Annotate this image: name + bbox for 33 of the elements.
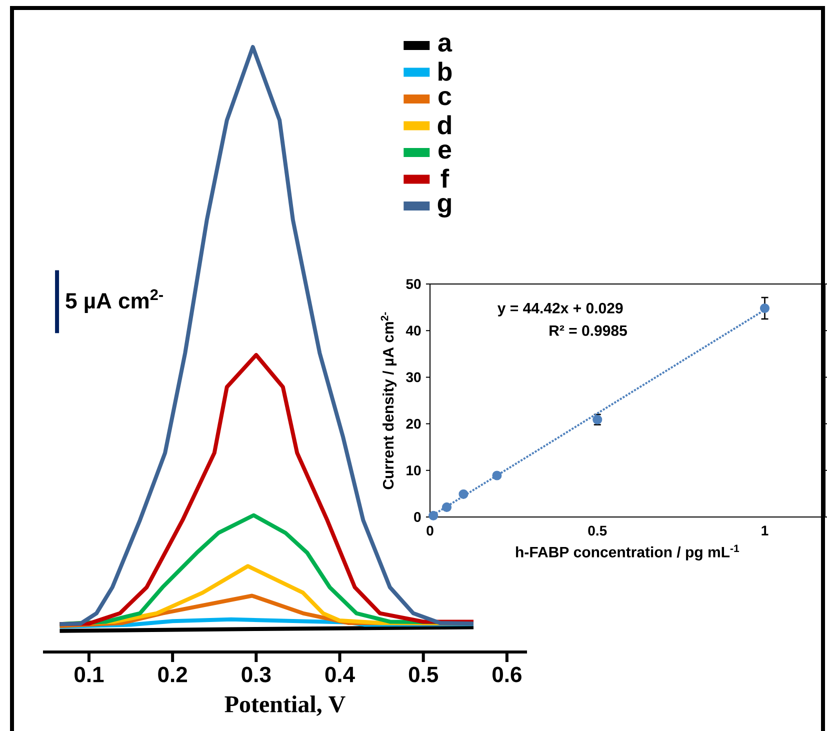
- annotation: R² = 0.9985: [550, 325, 627, 336]
- annotation: 5 µA cm$^{2-}$: [66, 289, 163, 313]
- point: [442, 502, 452, 512]
- x-tick-label: 1: [762, 526, 768, 536]
- point: [492, 470, 502, 480]
- x-tick-label: 0.5: [588, 526, 607, 536]
- y-tick-label: 30: [406, 372, 421, 382]
- x-axis-title: Potential, V: [224, 695, 346, 716]
- legend-label: g: [438, 198, 451, 218]
- legend-label: b: [438, 62, 452, 81]
- x-tick-label: 0.1: [74, 666, 104, 682]
- y-tick-label: 40: [406, 326, 421, 336]
- legend-label: c: [438, 90, 452, 106]
- x-tick-label: 0: [426, 526, 434, 536]
- legend-label: a: [438, 37, 452, 52]
- point: [458, 489, 468, 499]
- legend-label: e: [438, 144, 452, 159]
- y-tick-label: 0: [414, 512, 421, 522]
- y-axis-title: Current density / µA cm$^{2-}$: [380, 312, 397, 490]
- y-tick-label: 10: [406, 465, 421, 476]
- point: [428, 510, 438, 520]
- x-tick-label: 0.3: [242, 666, 271, 682]
- annotation: y = 44.42x + 0.029: [498, 302, 623, 316]
- point: [760, 303, 770, 314]
- x-tick-label: 0.2: [158, 666, 187, 682]
- x-tick-label: 0.6: [492, 666, 522, 682]
- legend-label: d: [438, 115, 451, 134]
- x-axis-title: h-FABP concentration / pg mL$^{-1}$: [516, 544, 740, 560]
- x-tick-label: 0.5: [408, 666, 438, 682]
- y-tick-label: 50: [406, 279, 421, 289]
- y-tick-label: 20: [406, 418, 421, 429]
- legend-label: f: [440, 168, 450, 188]
- x-tick-label: 0.4: [325, 666, 355, 682]
